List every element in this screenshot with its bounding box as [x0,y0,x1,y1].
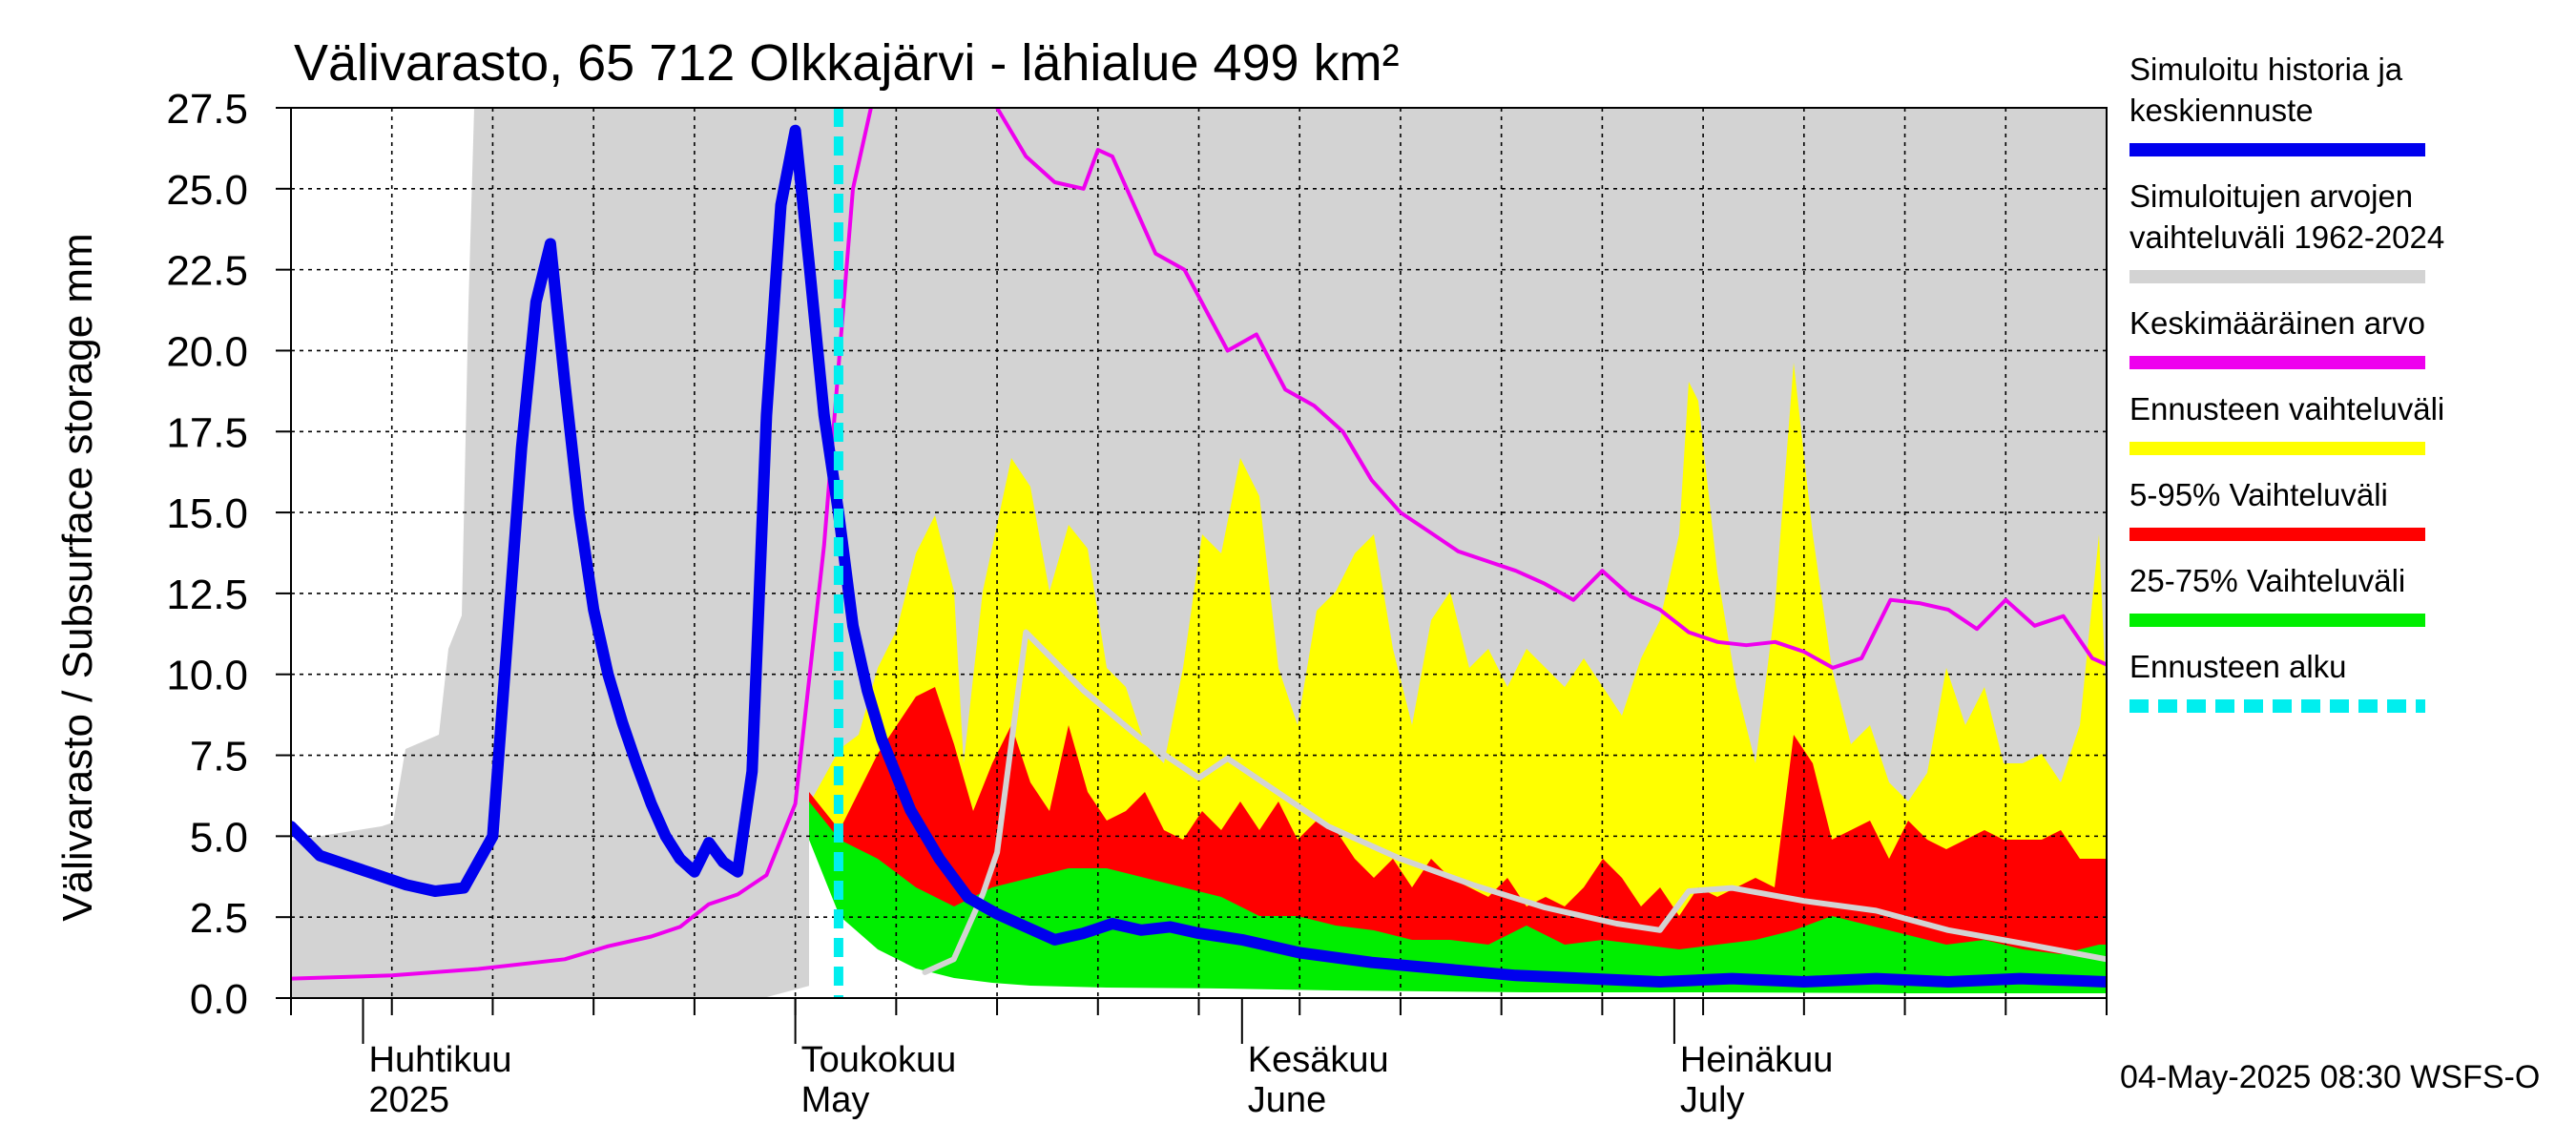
y-tick-label: 5.0 [190,814,248,861]
legend-label: Ennusteen vaihteluväli [2129,391,2444,427]
series-line-2 [922,629,2107,975]
y-tick-label: 17.5 [166,409,248,456]
y-axis-label: Välivarasto / Subsurface storage mm [54,233,101,921]
legend-label: keskiennuste [2129,93,2314,128]
series-line-1 [291,108,2107,981]
x-month-label-fi: Heinäkuu [1680,1040,1834,1080]
y-tick-label: 25.0 [166,167,248,214]
legend-label: Keskimääräinen arvo [2129,305,2425,341]
footer-timestamp: 04-May-2025 08:30 WSFS-O [2120,1059,2540,1095]
y-tick-label: 12.5 [166,572,248,618]
history-range-lower-gap [291,108,474,998]
legend-label: Ennusteen alku [2129,649,2347,684]
x-month-label-fi: Huhtikuu [369,1040,512,1080]
grid-lines [291,108,2107,998]
legend-label: Simuloitu historia ja [2129,52,2403,87]
legend: Simuloitu historia ja keskiennuste Simuloi… [2129,52,2444,713]
y-tick-label: 22.5 [166,248,248,295]
y-tick-label: 20.0 [166,328,248,375]
x-month-label-en: June [1248,1080,1326,1120]
x-month-label-en: May [801,1080,870,1120]
series-layer [291,108,2107,988]
legend-label: 5-95% Vaihteluväli [2129,477,2388,512]
y-tick-label: 2.5 [190,895,248,942]
plot-area [291,108,2107,998]
x-month-label-fi: Kesäkuu [1248,1040,1389,1080]
y-tick-label: 15.0 [166,490,248,537]
legend-label: 25-75% Vaihteluväli [2129,563,2405,598]
y-tick-label: 10.0 [166,653,248,699]
y-tick-label: 0.0 [190,976,248,1023]
forecast-range-green [809,802,2107,998]
series-line-0 [291,124,2107,988]
y-tick-label: 7.5 [190,734,248,781]
legend-label: Simuloitujen arvojen [2129,178,2413,214]
chart-title: Välivarasto, 65 712 Olkkajärvi - lähialu… [294,34,1400,92]
x-month-label-fi: Toukokuu [801,1040,957,1080]
x-month-label-en: July [1680,1080,1745,1120]
y-axis: 0.0 2.5 5.0 7.5 10.0 12.5 15.0 17.5 20.0 22.5 25.0… [166,86,291,1023]
legend-label: vaihteluväli 1962-2024 [2129,219,2444,255]
x-month-label-en: 2025 [369,1080,450,1120]
y-tick-label: 27.5 [166,86,248,133]
forecast-lower-margin [809,840,2107,998]
